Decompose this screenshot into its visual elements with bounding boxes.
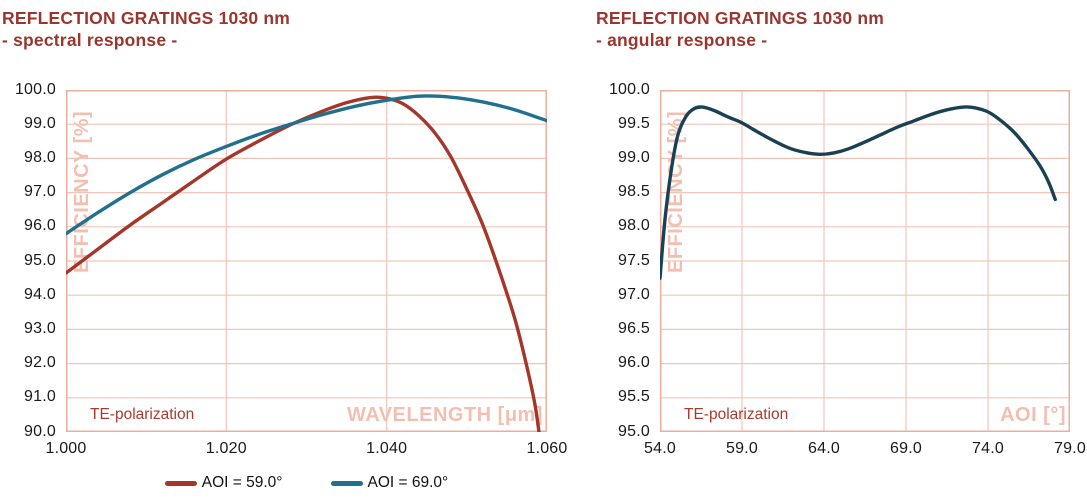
curve-layer <box>660 105 1057 280</box>
y-tick-label: 94.0 <box>24 285 56 303</box>
x-tick-label: 1.040 <box>366 440 408 457</box>
spectral-response-plot: EFFICIENCY [%] WAVELENGTH [μm] TE-polari… <box>15 81 567 458</box>
y-tick-label: 93.0 <box>24 319 56 337</box>
chart-title-angular: REFLECTION GRATINGS 1030 nm - angular re… <box>596 7 884 51</box>
y-tick-label: 96.0 <box>618 354 650 372</box>
y-tick-label: 91.0 <box>24 388 56 406</box>
y-tick-label: 97.0 <box>618 285 650 303</box>
chart-subtitle: - spectral response - <box>2 30 178 50</box>
x-tick-label: 59.0 <box>726 440 758 457</box>
x-axis-label: WAVELENGTH [μm] <box>346 404 543 426</box>
angular-response-plot: EFFICIENCY [%] AOI [°] TE-polarization 5… <box>609 81 1086 458</box>
y-tick-label: 97.0 <box>24 183 56 201</box>
legend-item-aoi-59: AOI = 59.0° <box>164 474 283 492</box>
legend-label: AOI = 69.0° <box>367 474 449 491</box>
y-tick-label: 98.0 <box>24 148 56 166</box>
y-tick-label: 100.0 <box>608 80 650 98</box>
legend-label: AOI = 59.0° <box>201 474 283 491</box>
curve-layer <box>66 94 547 432</box>
x-tick-label: 1.000 <box>45 440 87 457</box>
x-tick-label: 1.060 <box>526 440 568 457</box>
grid-layer <box>66 90 547 432</box>
y-tick-label: 90.0 <box>24 422 56 440</box>
y-tick-label: 95.0 <box>618 422 650 440</box>
x-tick-label: 1.020 <box>205 440 247 457</box>
polarization-annotation: TE-polarization <box>90 406 195 423</box>
chart-subtitle: - angular response - <box>596 30 768 50</box>
legend-item-aoi-69: AOI = 69.0° <box>330 474 449 492</box>
polarization-annotation: TE-polarization <box>684 406 789 423</box>
y-tick-label: 95.5 <box>618 388 650 406</box>
x-tick-label: 74.0 <box>972 440 1004 457</box>
y-tick-label: 99.0 <box>24 114 56 132</box>
legend-swatch-teal <box>330 480 363 486</box>
x-axis-label: AOI [°] <box>1000 404 1066 426</box>
y-tick-label: 97.5 <box>618 251 650 269</box>
x-tick-label: 54.0 <box>644 440 676 457</box>
chart-title-line1: REFLECTION GRATINGS 1030 nm <box>2 8 291 28</box>
x-tick-label: 64.0 <box>808 440 840 457</box>
y-tick-label: 96.5 <box>618 319 650 337</box>
chart-title-spectral: REFLECTION GRATINGS 1030 nm - spectral r… <box>2 7 290 51</box>
y-tick-label: 99.0 <box>618 148 650 166</box>
x-tick-label: 69.0 <box>890 440 922 457</box>
y-tick-label: 99.5 <box>618 114 650 132</box>
y-tick-label: 92.0 <box>24 354 56 372</box>
chart-title-line1: REFLECTION GRATINGS 1030 nm <box>596 8 885 28</box>
y-tick-label: 100.0 <box>14 80 56 98</box>
y-tick-label: 96.0 <box>24 217 56 235</box>
legend: AOI = 59.0° AOI = 69.0° <box>66 472 547 494</box>
y-tick-label: 95.0 <box>24 251 56 269</box>
y-tick-label: 98.5 <box>618 183 650 201</box>
x-tick-label: 79.0 <box>1054 440 1086 457</box>
legend-swatch-red <box>164 480 197 486</box>
y-tick-label: 98.0 <box>618 217 650 235</box>
